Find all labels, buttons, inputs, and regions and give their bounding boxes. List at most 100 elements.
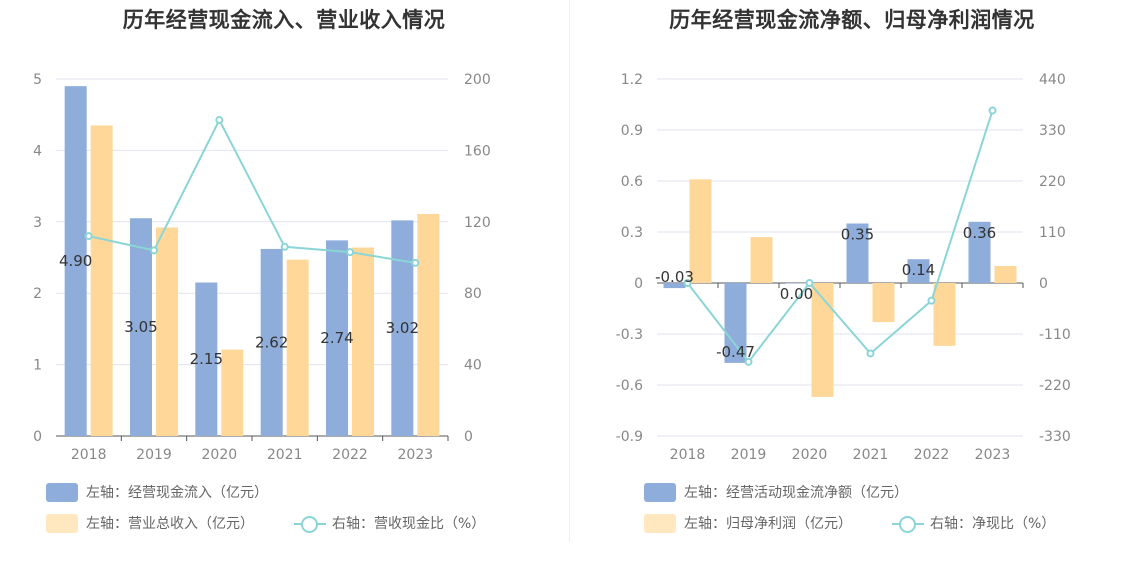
data-label: 3.05 — [124, 318, 157, 336]
line-point — [683, 279, 692, 287]
legend-label: 右轴：净现比（%） — [930, 516, 1056, 532]
x-axis-tick-label: 2020 — [202, 447, 238, 463]
left-chart-panel: 历年经营现金流入、营业收入情况 0 1 2 3 4 5 0 40 80 120 160 200 2018… — [33, 8, 491, 533]
left-axis-tick-label: -0.9 — [616, 429, 643, 445]
x-axis-tick-label: 2021 — [267, 447, 303, 463]
x-axis-tick-label: 2018 — [71, 447, 107, 463]
right-axis-tick-label: 330 — [1039, 123, 1066, 139]
legend-label: 右轴：营收现金比（%） — [332, 516, 486, 532]
legend-label: 左轴：归母净利润（亿元） — [684, 516, 852, 532]
legend-item-net-profit[interactable]: 左轴：归母净利润（亿元） — [644, 513, 852, 533]
line-point — [927, 296, 936, 305]
legend-line-swatch — [892, 514, 924, 533]
legend-label: 左轴：营业总收入（亿元） — [86, 516, 254, 532]
data-label: 0.14 — [902, 261, 935, 279]
bar — [811, 283, 834, 397]
legend-swatch — [644, 513, 676, 533]
line-point — [346, 248, 354, 257]
left-axis-tick-label: -0.6 — [616, 378, 643, 394]
bar — [64, 86, 87, 436]
right-axis-tick-label: -220 — [1039, 378, 1071, 394]
bar — [221, 349, 244, 436]
line-point — [411, 258, 420, 267]
data-label: -0.47 — [716, 343, 755, 361]
bar — [195, 282, 218, 436]
line-point — [744, 357, 753, 366]
right-axis-tick-label: -110 — [1039, 327, 1071, 343]
legend-item-net-cash-ratio[interactable]: 右轴：净现比（%） — [892, 513, 1055, 533]
x-axis-tick-label: 2020 — [792, 447, 828, 463]
bar — [933, 283, 956, 346]
left-axis-tick-label: 4 — [33, 143, 42, 159]
right-axis-tick-label: 110 — [1039, 225, 1066, 241]
line-point — [84, 232, 93, 241]
data-label: 2.62 — [255, 333, 288, 351]
bar — [968, 221, 991, 283]
legend-swatch — [46, 513, 78, 533]
chart-title: 历年经营现金流净额、归母净利润情况 — [669, 8, 1035, 32]
line-point — [280, 242, 289, 251]
right-axis-tick-label: 440 — [1039, 72, 1066, 88]
left-axis-tick-label: 0 — [634, 276, 643, 292]
bar — [417, 213, 440, 436]
line-point — [866, 349, 875, 358]
bar — [750, 237, 773, 283]
bar — [689, 179, 712, 283]
right-axis-tick-label: 0 — [1039, 276, 1048, 292]
bar — [90, 125, 113, 436]
legend-item-net-cash-flow[interactable]: 左轴：经营活动现金流净额（亿元） — [644, 482, 908, 502]
bar — [872, 283, 895, 323]
bar — [391, 220, 414, 436]
x-axis-tick-label: 2023 — [975, 447, 1011, 463]
left-axis-tick-label: 0.9 — [621, 123, 643, 139]
line-point — [805, 279, 814, 287]
right-chart-panel: 历年经营现金流净额、归母净利润情况 -0.9 -0.6 -0.3 0 0.3 0.6 0.9… — [570, 0, 1134, 582]
line-series — [88, 117, 416, 264]
bar — [352, 247, 374, 436]
legend-label: 左轴：经营现金流入（亿元） — [86, 485, 268, 501]
data-label: 0.35 — [841, 226, 874, 244]
legend-item-cash-inflow[interactable]: 左轴：经营现金流入（亿元） — [46, 482, 268, 502]
legend-item-revenue[interactable]: 左轴：营业总收入（亿元） — [46, 513, 254, 533]
right-axis-tick-label: 120 — [464, 215, 491, 231]
x-axis-tick-label: 2019 — [731, 447, 767, 463]
x-axis-tick-label: 2019 — [136, 447, 172, 463]
bar — [260, 248, 283, 436]
x-axis-tick-label: 2018 — [670, 447, 706, 463]
left-axis-tick-label: 2 — [33, 286, 42, 302]
bar — [286, 259, 309, 436]
left-axis-tick-label: 1 — [33, 358, 42, 374]
bar — [156, 227, 178, 436]
right-axis-tick-label: 220 — [1039, 174, 1066, 190]
bar — [326, 240, 348, 436]
line-series — [686, 110, 994, 364]
data-label: 0.36 — [963, 224, 996, 242]
left-axis-tick-label: 3 — [33, 215, 42, 231]
bar — [846, 223, 869, 283]
right-axis-tick-label: 0 — [464, 429, 473, 445]
right-chart-plot: -0.9 -0.6 -0.3 0 0.3 0.6 0.9 1.2 -330 -220 -110 0 11… — [616, 72, 1071, 463]
chart-title: 历年经营现金流入、营业收入情况 — [122, 8, 446, 32]
left-axis-tick-label: 1.2 — [621, 72, 643, 88]
bar — [785, 283, 808, 284]
line-point — [988, 106, 997, 115]
line-point — [215, 116, 224, 125]
left-axis-tick-label: 5 — [33, 72, 42, 88]
data-label: 3.02 — [386, 319, 419, 337]
legend-label: 左轴：经营活动现金流净额（亿元） — [684, 485, 908, 501]
x-axis-tick-label: 2022 — [914, 447, 950, 463]
bar — [724, 283, 747, 363]
left-axis-tick-label: 0.3 — [621, 225, 643, 241]
data-label: 0.00 — [780, 285, 813, 303]
data-label: 4.90 — [59, 252, 92, 270]
panel-divider — [569, 0, 570, 542]
legend-line-swatch — [294, 514, 326, 533]
legend-item-revenue-cash-ratio[interactable]: 右轴：营收现金比（%） — [294, 513, 485, 533]
legend-swatch — [46, 482, 78, 502]
line-point — [150, 246, 158, 255]
bar — [663, 283, 686, 289]
right-axis-tick-label: 160 — [464, 143, 491, 159]
x-axis-tick-label: 2022 — [332, 447, 368, 463]
data-label: 2.74 — [320, 329, 353, 347]
x-axis-tick-label: 2021 — [853, 447, 889, 463]
